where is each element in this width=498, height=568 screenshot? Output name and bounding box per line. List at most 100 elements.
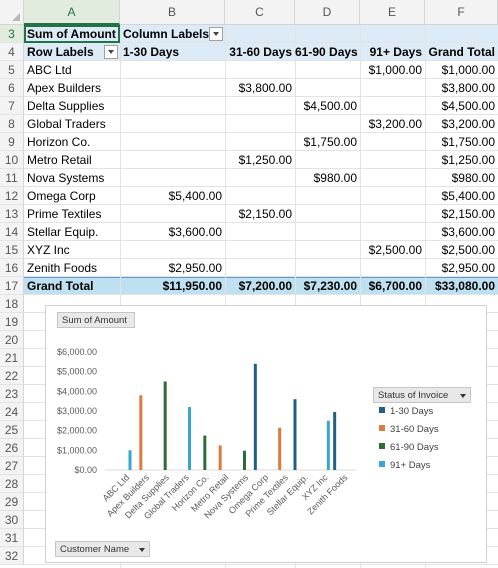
row-header-18[interactable]: 18 [0,295,24,313]
row-header-7[interactable]: 7 [0,97,24,115]
row-header-20[interactable]: 20 [0,331,24,349]
select-all-corner[interactable] [0,0,24,25]
pivot-value-cell[interactable] [225,187,295,205]
pivot-column-header[interactable]: 31-60 Days [229,45,292,59]
pivot-value-cell[interactable] [295,187,360,205]
row-header-8[interactable]: 8 [0,115,24,133]
row-header-22[interactable]: 22 [0,367,24,385]
pivot-value-cell[interactable] [360,187,425,205]
pivot-value-cell[interactable] [360,223,425,241]
pivot-row-label[interactable]: Grand Total [27,279,94,293]
row-header-17[interactable]: 17 [0,277,24,295]
row-header-30[interactable]: 30 [0,511,24,529]
row-labels-filter-button[interactable] [104,45,118,59]
row-header-23[interactable]: 23 [0,385,24,403]
pivot-value-cell[interactable] [120,97,225,115]
pivot-value-cell[interactable] [225,169,295,187]
row-header-31[interactable]: 31 [0,529,24,547]
pivot-row-labels[interactable]: Row Labels [27,45,94,59]
pivot-value-cell[interactable]: $1,000.00 [368,63,422,77]
pivot-value-cell[interactable]: $1,000.00 [441,63,495,77]
row-header-11[interactable]: 11 [0,169,24,187]
pivot-value-cell[interactable]: $1,750.00 [441,135,495,149]
pivot-value-cell[interactable] [295,79,360,97]
pivot-row-label[interactable]: Metro Retail [27,153,92,167]
row-header-26[interactable]: 26 [0,439,24,457]
pivot-value-cell[interactable]: $5,400.00 [168,189,222,203]
row-header-10[interactable]: 10 [0,151,24,169]
pivot-value-cell[interactable]: $2,150.00 [238,207,292,221]
column-header-f[interactable]: F [425,0,498,25]
column-header-e[interactable]: E [360,0,425,25]
pivot-value-cell[interactable]: $3,200.00 [368,117,422,131]
pivot-value-cell[interactable]: $3,800.00 [441,81,495,95]
row-header-25[interactable]: 25 [0,421,24,439]
pivot-values-label[interactable]: Sum of Amount [27,27,116,41]
pivot-value-cell[interactable] [295,241,360,259]
pivot-value-cell[interactable]: $7,200.00 [238,279,292,293]
pivot-value-cell[interactable] [360,79,425,97]
values-field-button[interactable]: Sum of Amount [57,312,135,328]
row-header-6[interactable]: 6 [0,79,24,97]
pivot-row-label[interactable]: Global Traders [27,117,106,131]
pivot-column-header[interactable]: 91+ Days [369,45,422,59]
pivot-value-cell[interactable] [120,241,225,259]
pivot-value-cell[interactable] [225,259,295,277]
column-header-d[interactable]: D [295,0,360,25]
row-header-19[interactable]: 19 [0,313,24,331]
pivot-value-cell[interactable]: $2,500.00 [441,243,495,257]
legend-item[interactable]: 31-60 Days [379,423,439,437]
row-header-27[interactable]: 27 [0,457,24,475]
pivot-column-header[interactable]: Grand Total [428,45,495,59]
pivot-value-cell[interactable]: $2,950.00 [168,261,222,275]
pivot-value-cell[interactable] [120,205,225,223]
pivot-chart[interactable]: Sum of Amount Status of Invoice Customer… [45,305,487,563]
row-header-9[interactable]: 9 [0,133,24,151]
column-header-c[interactable]: C [225,0,295,25]
pivot-value-cell[interactable]: $3,200.00 [441,117,495,131]
pivot-value-cell[interactable]: $6,700.00 [368,279,422,293]
row-header-21[interactable]: 21 [0,349,24,367]
pivot-value-cell[interactable] [120,79,225,97]
pivot-column-labels[interactable]: Column Labels [123,27,210,41]
pivot-value-cell[interactable] [120,133,225,151]
pivot-row-label[interactable]: Zenith Foods [27,261,98,275]
row-header-13[interactable]: 13 [0,205,24,223]
pivot-row-label[interactable]: Horizon Co. [27,135,91,149]
pivot-value-cell[interactable] [225,97,295,115]
pivot-row-label[interactable]: Omega Corp [27,189,96,203]
pivot-value-cell[interactable] [295,223,360,241]
pivot-value-cell[interactable] [225,133,295,151]
pivot-row-label[interactable]: Nova Systems [27,171,105,185]
legend-item[interactable]: 61-90 Days [379,441,439,455]
pivot-value-cell[interactable] [360,259,425,277]
pivot-value-cell[interactable] [225,115,295,133]
pivot-value-cell[interactable]: $980.00 [313,171,357,185]
pivot-value-cell[interactable]: $3,600.00 [168,225,222,239]
row-header-29[interactable]: 29 [0,493,24,511]
pivot-value-cell[interactable]: $1,250.00 [238,153,292,167]
pivot-value-cell[interactable]: $3,600.00 [441,225,495,239]
pivot-row-label[interactable]: Apex Builders [27,81,102,95]
row-header-24[interactable]: 24 [0,403,24,421]
pivot-column-header[interactable]: 1-30 Days [123,45,180,59]
pivot-value-cell[interactable] [360,151,425,169]
pivot-value-cell[interactable] [295,259,360,277]
column-labels-filter-button[interactable] [209,27,223,41]
column-header-a[interactable]: A [24,0,120,25]
row-header-28[interactable]: 28 [0,475,24,493]
column-header-b[interactable]: B [120,0,225,25]
pivot-value-cell[interactable]: $3,800.00 [238,81,292,95]
pivot-value-cell[interactable] [295,61,360,79]
pivot-value-cell[interactable]: $4,500.00 [441,99,495,113]
pivot-row-label[interactable]: Delta Supplies [27,99,105,113]
axis-field-button[interactable]: Customer Name [55,541,150,557]
row-header-32[interactable]: 32 [0,547,24,565]
pivot-row-label[interactable]: Prime Textiles [27,207,102,221]
pivot-value-cell[interactable] [295,151,360,169]
pivot-value-cell[interactable] [295,205,360,223]
pivot-value-cell[interactable]: $980.00 [451,171,495,185]
pivot-row-label[interactable]: XYZ Inc [27,243,70,257]
pivot-value-cell[interactable] [120,169,225,187]
